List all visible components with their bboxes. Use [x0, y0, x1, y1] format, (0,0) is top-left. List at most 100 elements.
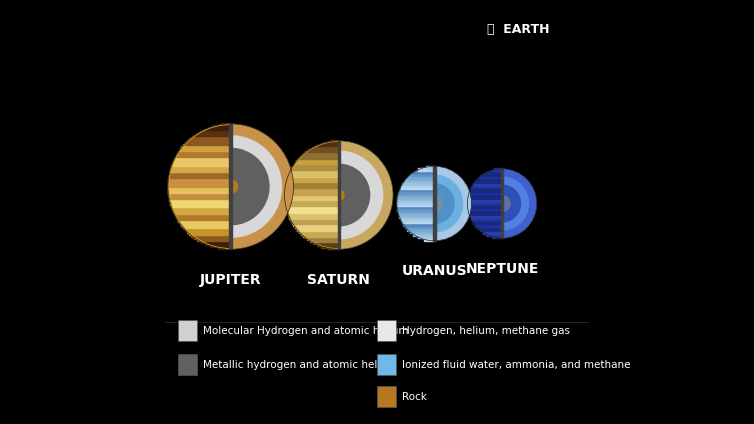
Bar [398, 211, 434, 213]
Bar [296, 160, 339, 162]
Bar [201, 240, 231, 243]
Bar [286, 182, 339, 184]
Text: URANUS: URANUS [401, 264, 467, 278]
Bar [229, 124, 232, 249]
Bar [168, 190, 231, 193]
Bar [302, 234, 339, 237]
Wedge shape [434, 166, 471, 241]
Bar [313, 242, 339, 244]
Bar [175, 157, 231, 159]
Bar [168, 178, 231, 180]
Wedge shape [339, 189, 345, 201]
Bar [311, 148, 339, 150]
Bar [403, 181, 434, 184]
Bar [397, 206, 434, 209]
Bar [206, 128, 231, 130]
Bar [284, 195, 339, 197]
Bar [173, 209, 231, 212]
Bar [468, 210, 502, 213]
Bar [287, 209, 339, 211]
Bar [182, 146, 231, 149]
Circle shape [397, 166, 471, 241]
Bar [218, 247, 231, 249]
Bar [307, 238, 339, 240]
Bar [185, 142, 231, 145]
Bar [170, 167, 231, 170]
Bar [407, 228, 434, 231]
Bar [475, 224, 502, 227]
Bar [410, 173, 434, 176]
Bar [284, 196, 339, 199]
Bar [180, 148, 231, 151]
Circle shape [467, 169, 537, 238]
Bar [183, 226, 231, 229]
Bar [467, 208, 502, 210]
Wedge shape [434, 174, 464, 233]
Bar [418, 235, 434, 238]
Bar [205, 243, 231, 245]
Bar [467, 203, 502, 206]
Wedge shape [502, 195, 510, 212]
Bar [487, 170, 502, 173]
Bar [169, 195, 231, 197]
Bar [303, 153, 339, 155]
Bar [406, 178, 434, 181]
Bar [210, 245, 231, 247]
Text: JUPITER: JUPITER [200, 273, 262, 287]
Bar [168, 180, 231, 182]
Bar [295, 162, 339, 164]
Bar [212, 126, 231, 128]
Text: Molecular Hydrogen and atomic helium: Molecular Hydrogen and atomic helium [203, 326, 409, 336]
Bar [399, 213, 434, 216]
Bar [195, 134, 231, 137]
Bar [418, 168, 434, 171]
Bar [168, 188, 231, 191]
Bar [305, 151, 339, 153]
Bar [413, 233, 434, 236]
Bar [168, 186, 231, 189]
Bar [187, 140, 231, 142]
Bar [397, 203, 434, 206]
Bar [468, 194, 502, 197]
Bar [292, 167, 339, 170]
Bar [179, 151, 231, 153]
Bar [400, 215, 434, 218]
Bar [397, 198, 434, 201]
Bar [483, 231, 502, 234]
Bar [469, 192, 502, 194]
Bar [470, 187, 502, 190]
Wedge shape [284, 141, 339, 249]
Circle shape [414, 183, 455, 224]
Bar [467, 205, 502, 208]
Circle shape [333, 189, 345, 201]
Bar [477, 226, 502, 229]
Bar [314, 146, 339, 148]
Bar [293, 222, 339, 224]
Bar [171, 205, 231, 207]
Circle shape [483, 184, 521, 223]
Bar [323, 142, 339, 145]
Bar [290, 169, 339, 172]
Bar [285, 187, 339, 190]
Bar [285, 202, 339, 204]
Bar [501, 169, 504, 238]
Bar [480, 175, 502, 178]
Bar [295, 226, 339, 228]
Bar [330, 140, 339, 142]
Bar [285, 200, 339, 202]
Bar [178, 220, 231, 222]
Circle shape [308, 164, 370, 226]
Bar [168, 184, 231, 187]
Bar [328, 247, 339, 249]
Bar [377, 386, 396, 407]
Bar [290, 218, 339, 220]
Bar [170, 203, 231, 205]
Bar [293, 223, 339, 226]
Wedge shape [502, 184, 521, 223]
Bar [408, 176, 434, 179]
Bar [290, 171, 339, 173]
Bar [192, 136, 231, 139]
Bar [414, 171, 434, 174]
Bar [289, 173, 339, 175]
Circle shape [284, 141, 393, 249]
